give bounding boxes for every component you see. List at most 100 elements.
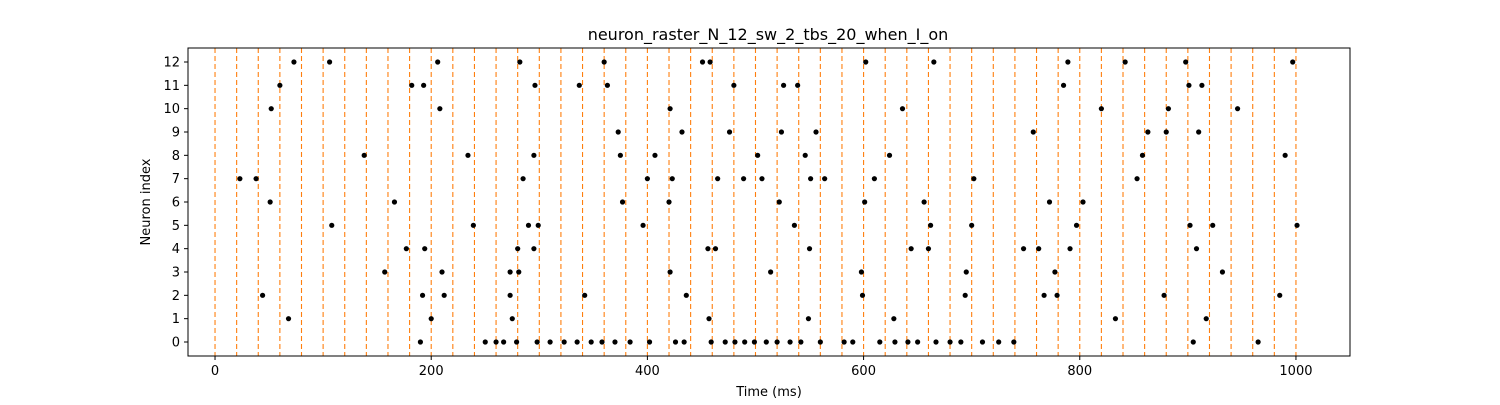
- spike-point: [1098, 106, 1104, 112]
- spike-point: [1186, 82, 1192, 88]
- spike-point: [1165, 106, 1172, 112]
- spike-point: [482, 339, 488, 345]
- spike-point: [493, 339, 499, 345]
- spike-point: [776, 199, 782, 205]
- spike-point: [428, 316, 434, 322]
- spike-point: [1030, 129, 1036, 135]
- x-tick-label: 800: [1067, 364, 1092, 379]
- spike-point: [435, 59, 441, 65]
- spike-point: [253, 176, 259, 182]
- spike-point: [795, 82, 801, 88]
- x-tick-label: 600: [851, 364, 876, 379]
- spike-point: [509, 316, 515, 322]
- x-tick-label: 0: [211, 364, 219, 379]
- spike-point: [1294, 222, 1300, 228]
- spike-point: [267, 199, 273, 205]
- spike-point: [1011, 339, 1017, 345]
- spike-point: [708, 339, 714, 345]
- spike-point: [1041, 292, 1047, 298]
- spike-point: [1052, 269, 1058, 275]
- spike-point: [778, 129, 785, 135]
- spike-point: [652, 152, 658, 158]
- spike-point: [441, 292, 447, 298]
- spike-point: [768, 269, 774, 275]
- spike-point: [886, 152, 893, 158]
- spike-point: [707, 59, 713, 65]
- spike-point: [1145, 129, 1151, 135]
- y-tick-label: 3: [172, 266, 180, 281]
- spike-point: [683, 292, 689, 298]
- plot-frame: [187, 47, 1351, 357]
- spike-point: [531, 246, 537, 252]
- spike-point: [1067, 246, 1073, 252]
- spike-point: [822, 176, 828, 182]
- spike-point: [617, 152, 623, 158]
- spike-point: [1112, 316, 1119, 322]
- y-tick-label: 7: [172, 172, 180, 187]
- spike-point: [679, 129, 685, 135]
- spike-point: [805, 316, 812, 322]
- spike-point: [667, 106, 673, 112]
- spike-point: [439, 269, 445, 275]
- spike-point: [644, 176, 650, 182]
- y-tick-label: 1: [172, 312, 180, 327]
- spike-point: [525, 222, 532, 228]
- spike-point: [1122, 59, 1128, 65]
- spike-point: [905, 339, 911, 345]
- y-tick-label: 8: [172, 149, 180, 164]
- spike-point: [627, 339, 633, 345]
- spike-point: [742, 339, 748, 345]
- spike-point: [759, 176, 765, 182]
- spike-point: [582, 292, 588, 298]
- spike-point: [774, 339, 780, 345]
- spike-point: [850, 339, 856, 345]
- spike-point: [517, 59, 523, 65]
- spike-point: [1161, 292, 1167, 298]
- spike-point: [1210, 222, 1216, 228]
- spike-point: [531, 152, 537, 158]
- spike-point: [915, 339, 921, 345]
- spike-point: [1163, 129, 1169, 135]
- spike-point: [732, 339, 738, 345]
- spike-point: [996, 339, 1002, 345]
- spike-point: [277, 82, 283, 88]
- spike-point: [712, 246, 719, 252]
- spike-point: [507, 269, 513, 275]
- spike-point: [615, 129, 621, 135]
- spike-point: [863, 59, 869, 65]
- y-axis-label: Neuron index: [139, 158, 154, 245]
- x-tick-label: 400: [635, 364, 660, 379]
- spike-point: [534, 339, 540, 345]
- spike-point: [470, 222, 476, 228]
- spike-point: [763, 339, 769, 345]
- spike-point: [437, 106, 443, 112]
- spike-point: [958, 339, 964, 345]
- spike-point: [640, 222, 646, 228]
- spike-point: [1046, 199, 1053, 205]
- spike-point: [731, 82, 737, 88]
- spike-point: [933, 339, 939, 345]
- spike-point: [1073, 222, 1080, 228]
- spike-point: [574, 339, 580, 345]
- spike-point: [1036, 246, 1042, 252]
- spike-point: [1282, 152, 1288, 158]
- spike-point: [588, 339, 594, 345]
- spike-point: [979, 339, 986, 345]
- y-tick-label: 5: [172, 219, 180, 234]
- spike-point: [962, 292, 968, 298]
- spike-point: [667, 269, 673, 275]
- y-tick-label: 6: [172, 196, 180, 211]
- spike-point: [1054, 292, 1060, 298]
- spike-point: [535, 222, 541, 228]
- y-tick-label: 4: [172, 242, 180, 257]
- spike-point: [971, 176, 977, 182]
- spike-point: [891, 316, 897, 322]
- spike-point: [780, 82, 787, 88]
- spike-point: [871, 176, 877, 182]
- spike-point: [599, 339, 605, 345]
- spike-point: [576, 82, 582, 88]
- spike-point: [947, 339, 953, 345]
- spike-point: [1020, 246, 1027, 252]
